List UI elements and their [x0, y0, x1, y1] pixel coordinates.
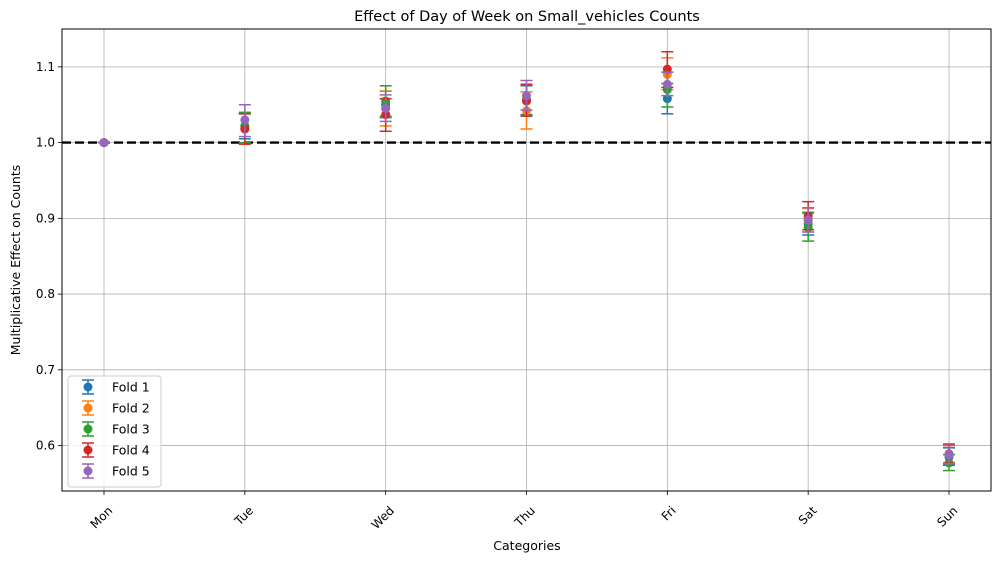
legend: Fold 1 Fold 2 Fold 3 Fold 4 Fold 5: [67, 375, 162, 488]
data-point: [662, 64, 672, 74]
legend-entry-label: Fold 4: [112, 443, 150, 458]
legend-marker: [83, 466, 93, 476]
series-fold-5: [98, 71, 955, 465]
y-tick-label: 0.6: [36, 439, 55, 453]
legend-box: [67, 375, 162, 488]
y-tick-label: 0.9: [36, 211, 55, 225]
legend-marker: [83, 403, 93, 413]
legend-marker: [83, 382, 93, 392]
y-tick-label: 1.1: [36, 60, 55, 74]
data-point: [381, 104, 391, 114]
y-tick-label: 0.8: [36, 287, 55, 301]
legend-entry-label: Fold 3: [112, 422, 150, 437]
data-point: [99, 138, 109, 148]
data-point: [662, 79, 672, 89]
x-axis-title: Categories: [493, 538, 560, 553]
y-axis-title: Multiplicative Effect on Counts: [8, 165, 23, 356]
legend-entry-label: Fold 1: [112, 380, 150, 395]
legend-marker: [83, 424, 93, 434]
y-axis: 0.6 0.7 0.8 0.9 1.0 1.1: [36, 60, 62, 453]
data-point: [240, 115, 250, 125]
data-point: [944, 450, 954, 460]
y-tick-label: 0.7: [36, 363, 55, 377]
legend-entry-label: Fold 2: [112, 401, 150, 416]
y-tick-label: 1.0: [36, 136, 55, 150]
chart-title: Effect of Day of Week on Small_vehicles …: [354, 9, 700, 25]
legend-marker: [83, 445, 93, 455]
legend-entry-label: Fold 5: [112, 464, 150, 479]
data-point: [803, 215, 813, 225]
data-point: [522, 91, 531, 101]
series-layer: [98, 50, 955, 472]
